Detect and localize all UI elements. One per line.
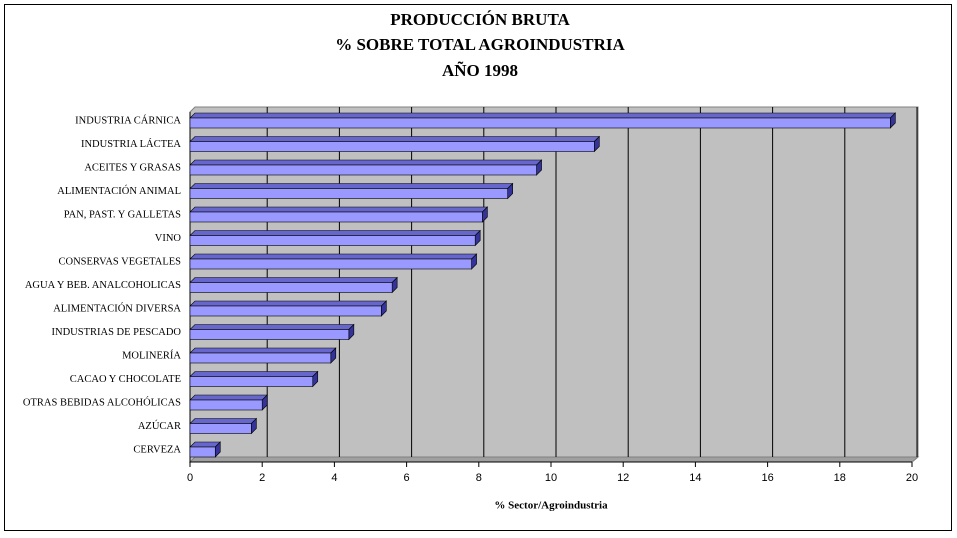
bar	[189, 305, 382, 317]
bar	[189, 141, 595, 152]
bar	[189, 399, 263, 411]
plot-floor	[188, 456, 920, 463]
y-tick-label: INDUSTRIA CÁRNICA	[75, 114, 181, 126]
bar	[189, 235, 476, 246]
y-tick-label: CERVEZA	[133, 444, 181, 455]
x-tick-label: 2	[259, 472, 265, 484]
chart-title: PRODUCCIÓN BRUTA	[390, 10, 570, 29]
x-tick-label: 12	[617, 472, 629, 484]
x-tick-label: 4	[331, 472, 337, 484]
y-tick-label: VINO	[155, 233, 182, 244]
y-tick-label: INDUSTRIAS DE PESCADO	[51, 327, 181, 338]
bar-top	[189, 347, 337, 354]
bar-top	[189, 112, 897, 119]
y-tick-label: ALIMENTACIÓN ANIMAL	[57, 185, 181, 197]
y-tick-label: PAN, PAST. Y GALLETAS	[64, 209, 181, 220]
bar	[189, 352, 332, 364]
y-tick-label: AZÚCAR	[138, 420, 181, 432]
y-tick-label: CACAO Y CHOCOLATE	[70, 374, 181, 385]
x-tick-label: 0	[187, 472, 193, 484]
x-tick-label: 6	[404, 472, 410, 484]
bar	[189, 282, 393, 293]
x-tick-label: 10	[545, 472, 557, 484]
bar-top	[189, 206, 489, 213]
bar	[189, 329, 350, 340]
y-tick-label: CONSERVAS VEGETALES	[59, 256, 182, 267]
bar-top	[189, 253, 478, 260]
y-tick-label: OTRAS BEBIDAS ALCOHÓLICAS	[23, 396, 181, 408]
bar	[189, 423, 252, 434]
y-tick-label: ALIMENTACIÓN DIVERSA	[53, 302, 181, 314]
bar	[189, 117, 891, 129]
bar-top	[189, 136, 601, 142]
bar-top	[189, 418, 258, 424]
bar-top	[189, 277, 398, 283]
x-tick-label: 8	[476, 472, 482, 484]
x-axis-label: % Sector/Agroindustria	[494, 500, 608, 512]
bar-top	[189, 300, 388, 307]
bar-top	[189, 324, 355, 330]
bar	[189, 258, 472, 270]
x-tick-label: 20	[906, 472, 918, 484]
bar	[189, 211, 483, 223]
bar	[189, 446, 216, 458]
y-tick-label: ACEITES Y GRASAS	[84, 162, 181, 173]
x-tick-label: 16	[761, 472, 773, 484]
y-tick-label: AGUA Y BEB. ANALCOHOLICAS	[25, 280, 181, 291]
bar	[189, 164, 537, 176]
bar	[189, 376, 314, 387]
y-tick-label: MOLINERÍA	[122, 349, 181, 361]
bar-top	[189, 183, 514, 189]
bar-top	[189, 230, 481, 236]
bar-top	[189, 394, 268, 401]
x-tick-label: 18	[834, 472, 846, 484]
chart-title: AÑO 1998	[442, 61, 518, 80]
bar-top	[189, 159, 543, 166]
bar-top	[189, 371, 319, 377]
y-tick-label: INDUSTRIA LÁCTEA	[81, 138, 181, 150]
chart-title: % SOBRE TOTAL AGROINDUSTRIA	[335, 35, 625, 54]
bar	[189, 188, 508, 199]
x-tick-label: 14	[689, 472, 701, 484]
